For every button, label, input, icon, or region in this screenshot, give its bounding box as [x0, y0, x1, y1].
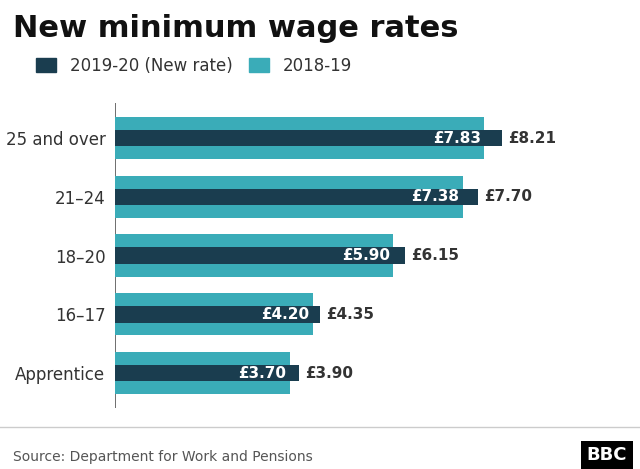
Bar: [115, 293, 313, 335]
Bar: [115, 306, 321, 323]
Text: £7.70: £7.70: [484, 189, 532, 204]
Bar: [115, 189, 478, 205]
Text: £7.38: £7.38: [412, 189, 460, 204]
Text: £8.21: £8.21: [508, 131, 556, 146]
Text: Source: Department for Work and Pensions: Source: Department for Work and Pensions: [13, 450, 312, 464]
Bar: [115, 130, 502, 146]
Bar: [115, 176, 463, 218]
Bar: [115, 352, 290, 394]
Text: £3.70: £3.70: [238, 365, 286, 380]
Bar: [115, 234, 394, 277]
Text: £3.90: £3.90: [305, 365, 353, 380]
Text: £4.35: £4.35: [326, 307, 374, 322]
Bar: [115, 247, 405, 264]
Legend: 2019-20 (New rate), 2018-19: 2019-20 (New rate), 2018-19: [36, 57, 351, 75]
Text: £6.15: £6.15: [411, 248, 459, 263]
Text: New minimum wage rates: New minimum wage rates: [13, 14, 458, 43]
Bar: [115, 365, 299, 381]
Bar: [115, 117, 484, 159]
Text: BBC: BBC: [587, 446, 627, 464]
Text: £7.83: £7.83: [433, 131, 481, 146]
Text: £5.90: £5.90: [342, 248, 390, 263]
Text: £4.20: £4.20: [261, 307, 310, 322]
